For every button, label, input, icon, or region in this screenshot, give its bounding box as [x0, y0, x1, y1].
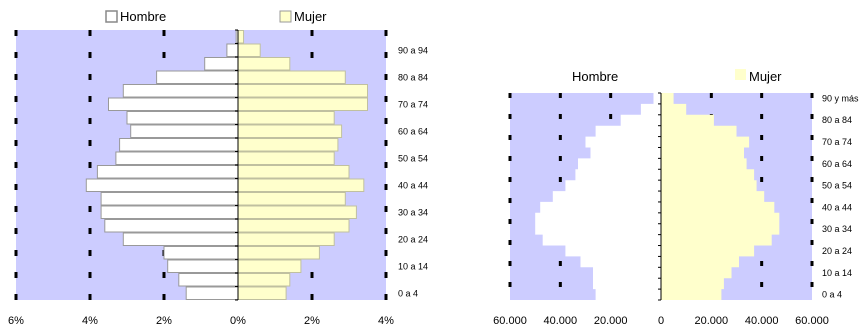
- chart1-bar-mujer: [237, 30, 245, 44]
- chart1-bar-hombre: [115, 151, 239, 165]
- chart1-bar-hombre: [104, 219, 239, 233]
- chart1-bar-mujer: [237, 246, 320, 260]
- chart1-x-tick-label: 0%: [230, 315, 246, 327]
- chart1-bar-mujer: [237, 43, 261, 57]
- chart1-bar-hombre: [122, 84, 239, 98]
- chart2-legend-swatch-mujer: [735, 69, 746, 80]
- chart1-bar-mujer: [237, 205, 357, 219]
- chart1-bar-mujer: [237, 84, 368, 98]
- chart1-age-label: 30 a 34: [398, 207, 428, 217]
- chart1-bar-mujer: [237, 192, 346, 206]
- chart2-age-label: 40 a 44: [822, 202, 852, 212]
- chart1-bar-mujer: [237, 259, 302, 273]
- chart1-bar-hombre: [122, 232, 239, 246]
- chart2-x-tick-label: 20.000: [594, 315, 628, 327]
- chart1-legend-swatch-hombre: [105, 10, 118, 23]
- chart1-age-label: 0 a 4: [398, 288, 418, 298]
- chart1-legend-label-mujer: Mujer: [294, 9, 327, 24]
- chart2-age-label: 30 a 34: [822, 224, 852, 234]
- chart1-age-label: 10 a 14: [398, 261, 428, 271]
- chart1-bar-hombre: [178, 273, 239, 287]
- chart1-age-label: 20 a 24: [398, 234, 428, 244]
- chart1-age-label: 60 a 64: [398, 126, 428, 136]
- chart1-bar-hombre: [167, 259, 239, 273]
- chart1-bar-mujer: [237, 70, 346, 84]
- chart1-bar-mujer: [237, 286, 287, 300]
- chart1-bar-mujer: [237, 151, 335, 165]
- chart1-bar-mujer: [237, 111, 335, 125]
- chart1-bar-hombre: [226, 43, 239, 57]
- chart1-age-label: 90 a 94: [398, 45, 428, 55]
- chart2-x-tick-label: 60.000: [795, 315, 829, 327]
- chart1-bar-hombre: [100, 192, 239, 206]
- chart1-bar-hombre: [163, 246, 239, 260]
- chart2-x-tick-label: 40.000: [544, 315, 578, 327]
- chart2-age-label: 60 a 64: [822, 159, 852, 169]
- chart1-legend-label-hombre: Hombre: [120, 9, 166, 24]
- chart1-x-tick-label: 2%: [156, 315, 172, 327]
- chart1-x-tick-label: 2%: [304, 315, 320, 327]
- chart1: [14, 10, 388, 301]
- chart1-bar-mujer: [237, 165, 350, 179]
- chart1-age-label: 50 a 54: [398, 153, 428, 163]
- chart1-bar-hombre: [130, 124, 239, 138]
- chart1-bar-mujer: [237, 178, 365, 192]
- chart1-bar-mujer: [237, 97, 368, 111]
- chart1-bar-mujer: [237, 138, 339, 152]
- chart2-legend-label-mujer: Mujer: [749, 69, 782, 84]
- chart1-bar-mujer: [237, 232, 335, 246]
- chart1-x-tick-label: 6%: [8, 315, 24, 327]
- chart1-bar-mujer: [237, 57, 291, 71]
- chart2-age-label: 20 a 24: [822, 246, 852, 256]
- chart2: [508, 69, 814, 301]
- chart2-age-label: 0 a 4: [822, 290, 842, 300]
- chart2-age-label: 80 a 84: [822, 115, 852, 125]
- chart1-bar-hombre: [119, 138, 239, 152]
- chart1-age-label: 80 a 84: [398, 72, 428, 82]
- chart2-x-tick-label: 40.000: [745, 315, 779, 327]
- chart1-bar-hombre: [100, 205, 239, 219]
- chart1-bar-mujer: [237, 273, 291, 287]
- chart1-bar-hombre: [108, 97, 239, 111]
- chart1-age-label: 70 a 74: [398, 99, 428, 109]
- chart1-bar-mujer: [237, 219, 350, 233]
- chart2-x-tick-label: 0: [658, 315, 664, 327]
- chart2-area-mujer: [661, 93, 780, 300]
- chart1-legend-swatch-mujer: [279, 10, 292, 23]
- chart1-bar-hombre: [126, 111, 239, 125]
- chart2-age-label: 70 a 74: [822, 137, 852, 147]
- chart2-area-hombre: [535, 93, 661, 300]
- chart1-bar-hombre: [156, 70, 239, 84]
- chart1-bar-hombre: [96, 165, 239, 179]
- chart1-x-tick-label: 4%: [82, 315, 98, 327]
- chart2-age-label: 90 y más: [822, 93, 859, 103]
- chart1-bar-mujer: [237, 124, 343, 138]
- chart1-bar-hombre: [85, 178, 239, 192]
- chart2-legend-label-hombre: Hombre: [572, 69, 618, 84]
- chart2-age-label: 50 a 54: [822, 181, 852, 191]
- chart2-age-label: 10 a 14: [822, 268, 852, 278]
- chart2-x-tick-label: 60.000: [493, 315, 527, 327]
- chart2-x-tick-label: 20.000: [695, 315, 729, 327]
- chart1-x-tick-label: 4%: [378, 315, 394, 327]
- chart1-bar-hombre: [185, 286, 239, 300]
- chart1-bar-hombre: [204, 57, 239, 71]
- chart1-age-label: 40 a 44: [398, 180, 428, 190]
